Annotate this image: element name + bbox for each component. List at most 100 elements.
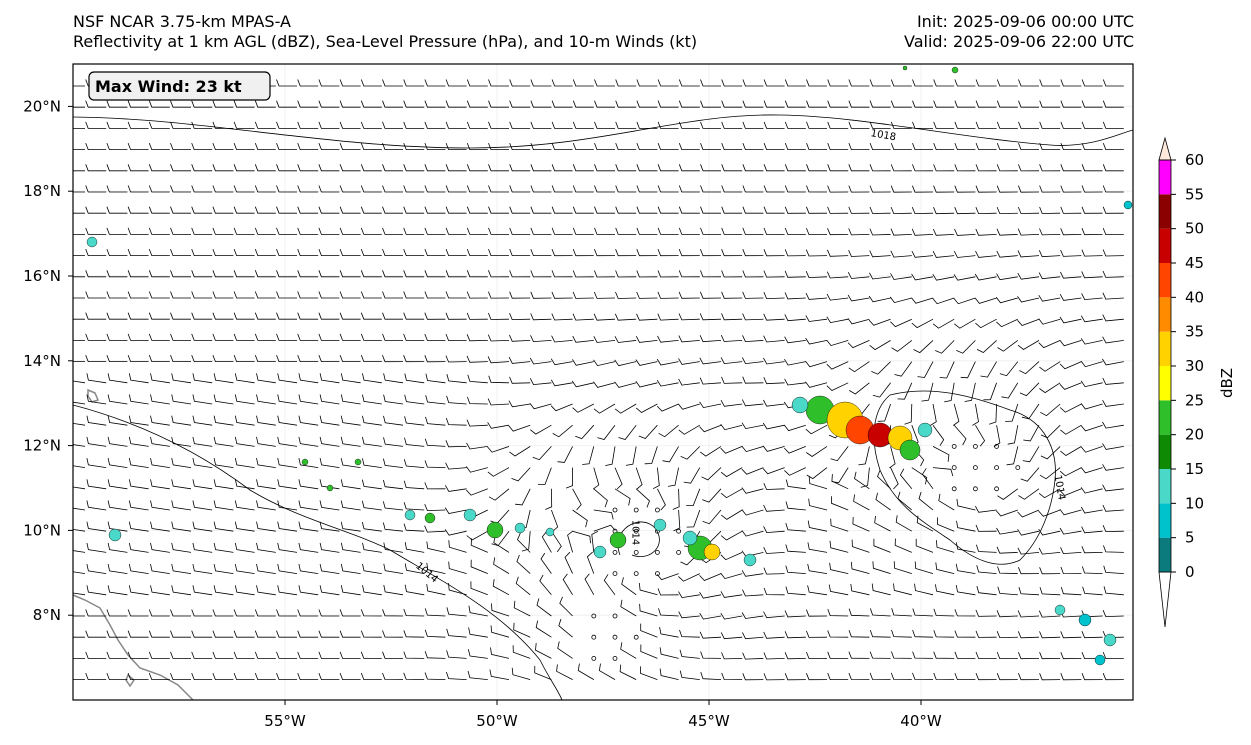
calm-barb (676, 550, 681, 555)
wind-barb (806, 227, 828, 236)
wind-barb (318, 79, 340, 87)
wind-barb (382, 354, 404, 363)
wind-barb (954, 651, 976, 659)
wind-barb (150, 373, 170, 384)
wind-barb (1039, 382, 1061, 394)
wind-barb (362, 373, 382, 384)
reflectivity-cell (1123, 200, 1133, 210)
wind-barb (444, 529, 467, 536)
wind-barb (678, 358, 700, 365)
wind-barb (829, 562, 849, 574)
wind-barb (234, 394, 255, 405)
wind-barb (382, 333, 403, 341)
wind-barb (73, 636, 85, 638)
wind-barb (848, 79, 870, 87)
wind-barb (890, 273, 912, 280)
wind-barb (551, 121, 573, 129)
wind-barb (85, 121, 107, 129)
wind-barb (572, 185, 594, 193)
wind-barb (785, 565, 806, 574)
wind-barb (742, 376, 764, 384)
wind-barb (277, 585, 298, 596)
wind-barb (678, 378, 700, 386)
wind-barb (593, 359, 616, 367)
wind-barb (73, 528, 86, 532)
wind-barb (73, 380, 86, 384)
calm-barb (973, 486, 978, 492)
wind-barb (702, 488, 722, 503)
wind-barb (720, 423, 743, 431)
wind-barb (1060, 271, 1082, 279)
wind-barb (170, 164, 191, 172)
wind-barb (403, 270, 425, 278)
wind-barb (1060, 185, 1082, 193)
wind-barb (339, 248, 361, 256)
lon-tick-label: 55°W (264, 712, 306, 730)
wind-barb (614, 336, 637, 343)
wind-barb (1017, 228, 1040, 236)
wind-barb (318, 164, 340, 172)
wind-barb (1017, 631, 1040, 639)
wind-barb (1005, 403, 1019, 422)
wind-barb (784, 336, 806, 344)
wind-barb (807, 520, 828, 532)
wind-barb (636, 249, 658, 257)
colorbar-tick-label: 60 (1185, 151, 1204, 169)
wind-barb (127, 333, 149, 341)
wind-barb (618, 424, 637, 440)
wind-barb (467, 374, 488, 384)
wind-barb (171, 436, 192, 447)
wind-barb (424, 291, 446, 299)
wind-barb (1017, 318, 1040, 326)
wind-barb (509, 121, 531, 129)
wind-barb (85, 609, 107, 617)
wind-barb (1102, 610, 1124, 618)
coastline (73, 388, 194, 700)
wind-barb (191, 312, 213, 320)
isobar-contours (73, 114, 1133, 700)
wind-barb (530, 313, 552, 321)
wind-barb (403, 630, 425, 638)
wind-barb (318, 100, 340, 108)
wind-barb (128, 500, 149, 511)
wind-barb (932, 446, 950, 462)
wind-barb (318, 270, 340, 278)
wind-barb (954, 318, 976, 329)
wind-barb (107, 373, 128, 384)
reflectivity-cell (703, 543, 721, 561)
calm-barb (612, 571, 618, 576)
wind-barb (233, 291, 255, 299)
wind-barb (721, 185, 743, 193)
wind-barb (360, 100, 382, 108)
wind-barb (1102, 142, 1124, 150)
wind-barb (699, 631, 722, 639)
wind-barb (720, 488, 743, 499)
wind-barb (466, 227, 488, 235)
wind-barb (975, 424, 986, 447)
colorbar-segment (1159, 366, 1171, 401)
wind-barb (445, 142, 467, 150)
wind-barb (614, 467, 623, 490)
wind-barb (148, 291, 170, 299)
wind-barb (191, 100, 213, 108)
wind-barb (891, 651, 912, 659)
wind-barb (763, 227, 785, 235)
wind-barb (572, 142, 594, 150)
wind-barb (424, 312, 446, 320)
calm-barb (951, 443, 957, 449)
wind-barb (512, 645, 531, 659)
wind-barb (340, 585, 361, 596)
wind-barb (276, 206, 297, 214)
wind-barb (488, 227, 509, 235)
wind-barb (700, 142, 721, 150)
wind-barb (256, 436, 276, 447)
max-wind-label: Max Wind: 23 kt (95, 77, 242, 96)
wind-barb (911, 250, 934, 258)
wind-barb (572, 248, 594, 257)
wind-barb (539, 574, 552, 596)
wind-barb (127, 227, 149, 235)
wind-barb (403, 651, 425, 659)
wind-barb (700, 206, 721, 214)
wind-barb (424, 227, 446, 235)
wind-barb (827, 121, 849, 129)
